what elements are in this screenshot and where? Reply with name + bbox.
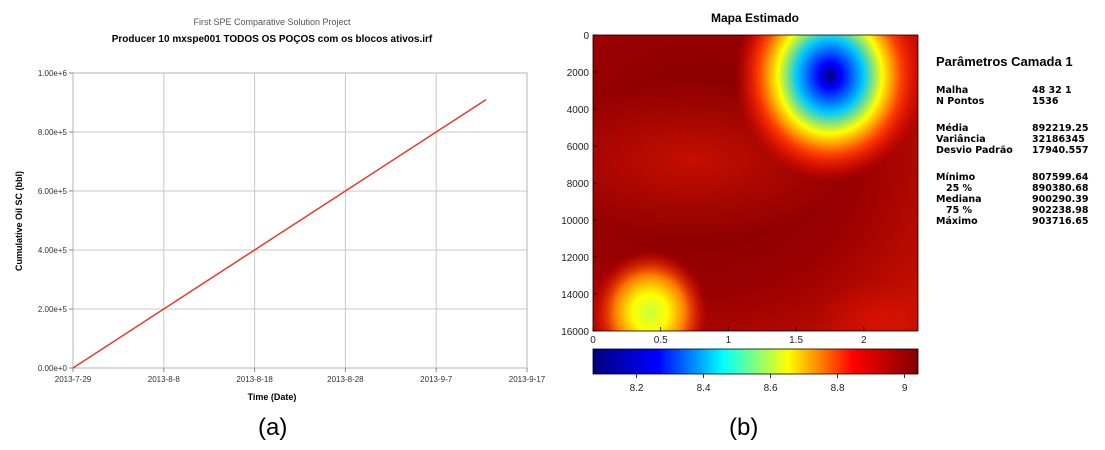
- figure-label-b: (b): [729, 414, 759, 441]
- map-y-tick-label: 10000: [561, 216, 589, 227]
- parameter-value: 902238.98: [1032, 205, 1089, 216]
- cumulative-oil-chart: First SPE Comparative Solution Project P…: [14, 17, 545, 402]
- parameter-value: 890380.68: [1032, 183, 1089, 194]
- y-tick-label: 6.00e+5: [38, 187, 68, 196]
- map-y-tick-label: 4000: [567, 105, 590, 116]
- x-tick-label: 2013-8-8: [148, 375, 181, 384]
- map-y-tick-label: 6000: [567, 142, 590, 153]
- y-tick-label: 8.00e+5: [38, 128, 68, 137]
- heatmap-field: [593, 35, 918, 331]
- y-tick-label: 2.00e+5: [38, 305, 68, 314]
- x-tick-label: 2013-9-17: [509, 375, 545, 384]
- parameter-label: N Pontos: [936, 96, 985, 107]
- parameter-value: 900290.39: [1032, 194, 1089, 205]
- parameter-value: 32186345: [1032, 134, 1085, 145]
- parameter-value: 807599.64: [1032, 172, 1089, 183]
- map-y-tick-label: 14000: [561, 290, 589, 301]
- series-layer: [72, 98, 487, 369]
- parameter-row: Mínimo 807599.64: [936, 172, 1089, 183]
- parameters-title: Parâmetros Camada 1: [936, 54, 1073, 69]
- x-tick-label: 2013-7-29: [55, 375, 92, 384]
- parameter-row: Média 892219.25: [936, 123, 1089, 134]
- y-tick-label: 4.00e+5: [38, 246, 68, 255]
- parameter-row: Variância 32186345: [936, 134, 1085, 145]
- map-x-tick-label: 1: [726, 335, 732, 346]
- chart-grid: [73, 73, 527, 368]
- parameter-row: Máximo 903716.65: [936, 216, 1089, 227]
- low-value-blob-top: [735, 35, 918, 181]
- parameter-label: 25 %: [946, 183, 973, 194]
- parameter-label: Média: [936, 123, 969, 134]
- parameter-label: Mediana: [936, 194, 982, 205]
- colorbar-tick-label: 9: [902, 383, 908, 394]
- parameter-label: Variância: [936, 134, 986, 145]
- parameter-label: Malha: [936, 85, 969, 96]
- map-x-tick-label: 0.5: [654, 335, 668, 346]
- map-y-tick-label: 16000: [561, 327, 589, 338]
- parameter-label: Desvio Padrão: [936, 145, 1013, 156]
- colorbar-tick-labels: 8.2 8.4 8.6 8.8 9: [630, 374, 908, 394]
- x-axis-label: Time (Date): [248, 392, 297, 402]
- colorbar: [592, 348, 919, 375]
- map-x-tick-label: 0: [590, 335, 596, 346]
- parameter-row: 25 % 890380.68: [936, 183, 1089, 194]
- chart-subtitle: First SPE Comparative Solution Project: [193, 17, 351, 27]
- series-line: [72, 98, 487, 369]
- parameter-value: 48 32 1: [1032, 85, 1072, 96]
- parameter-row: N Pontos 1536: [936, 96, 1058, 107]
- colorbar-tick-label: 8.6: [764, 383, 778, 394]
- x-tick-label: 2013-8-18: [236, 375, 273, 384]
- parameter-label: Mínimo: [936, 172, 976, 183]
- low-value-blob-bottom: [593, 250, 708, 331]
- parameter-row: Malha 48 32 1: [936, 85, 1072, 96]
- colorbar-tick-label: 8.8: [831, 383, 845, 394]
- plot-frame: [72, 72, 528, 369]
- map-title: Mapa Estimado: [711, 11, 799, 25]
- x-tick-label: 2013-9-7: [420, 375, 453, 384]
- tick-labels: 2013-7-29 2013-8-8 2013-8-18 2013-8-28 2013-…: [38, 69, 545, 384]
- figure-label-a: (a): [258, 414, 288, 441]
- parameter-label: Máximo: [936, 216, 978, 227]
- map-y-tick-label: 2000: [567, 68, 590, 79]
- estimated-map-chart: Mapa Estimado 02000400060008000100001200…: [561, 11, 919, 394]
- map-x-tick-label: 2: [861, 335, 867, 346]
- map-y-tick-label: 8000: [567, 179, 590, 190]
- parameter-value: 903716.65: [1032, 216, 1089, 227]
- map-y-tick-label: 0: [583, 31, 589, 42]
- y-tick-label: 0.00e+0: [38, 364, 68, 373]
- colorbar-tick-label: 8.4: [697, 383, 711, 394]
- parameter-value: 892219.25: [1032, 123, 1089, 134]
- y-axis-label: Cumulative Oil SC (bbl): [14, 171, 24, 271]
- x-tick-label: 2013-8-28: [327, 375, 364, 384]
- map-x-tick-label: 1.5: [789, 335, 803, 346]
- map-y-tick-label: 12000: [561, 253, 589, 264]
- parameter-value: 1536: [1032, 96, 1059, 107]
- parameter-label: 75 %: [946, 205, 973, 216]
- chart-title: Producer 10 mxspe001 TODOS OS POÇOS com …: [112, 34, 433, 45]
- parameter-row: 75 % 902238.98: [936, 205, 1089, 216]
- parameter-row: Mediana 900290.39: [936, 194, 1089, 205]
- y-tick-label: 1.00e+6: [38, 69, 68, 78]
- colorbar-tick-label: 8.2: [630, 383, 644, 394]
- parameter-row: Desvio Padrão 17940.557: [936, 145, 1089, 156]
- parameter-value: 17940.557: [1032, 145, 1089, 156]
